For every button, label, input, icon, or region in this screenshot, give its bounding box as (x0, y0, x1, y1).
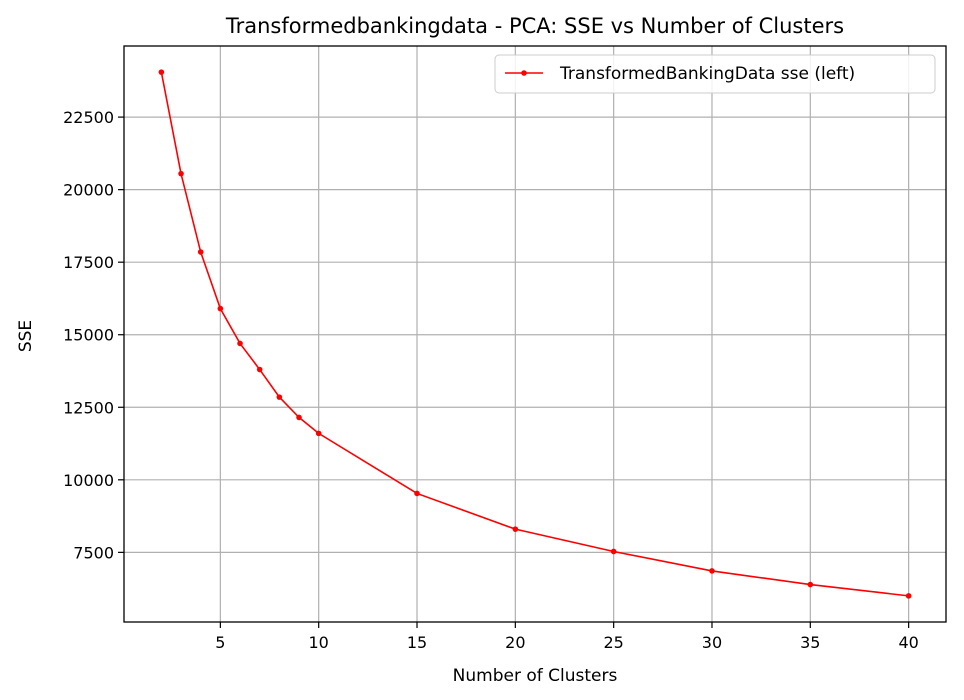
legend: TransformedBankingData sse (left) (494, 54, 936, 94)
legend-entry-label: TransformedBankingData sse (left) (559, 64, 855, 84)
data-point (178, 170, 184, 177)
chart-title: Transformedbankingdata - PCA: SSE vs Num… (225, 14, 844, 38)
legend-box (494, 54, 936, 94)
y-tick-label: 12500 (63, 398, 114, 417)
data-point (610, 548, 617, 555)
y-tick-label: 17500 (63, 253, 114, 272)
data-point (256, 366, 263, 373)
grid-lines (124, 46, 946, 622)
x-tick-label: 20 (505, 633, 525, 652)
data-point (905, 593, 912, 599)
data-point (237, 340, 243, 347)
plot-frame (123, 45, 947, 623)
y-tick-label: 10000 (63, 471, 114, 490)
x-tick-label: 40 (898, 633, 918, 652)
y-axis-label: SSE (16, 320, 36, 352)
data-point (512, 526, 519, 532)
data-point (158, 69, 165, 75)
data-point (197, 249, 204, 255)
axis-ticks: 5 10 15 20 25 30 35 40 7500 10000 12500 15000 17500 2… (63, 108, 919, 652)
x-tick-label: 5 (215, 633, 225, 652)
x-tick-label: 10 (309, 633, 329, 652)
data-point (414, 490, 420, 497)
series-layer (158, 69, 912, 599)
y-tick-label: 7500 (73, 543, 114, 562)
x-tick-label: 25 (603, 633, 623, 652)
x-tick-label: 15 (407, 633, 427, 652)
y-tick-label: 20000 (63, 181, 114, 200)
y-tick-label: 22500 (63, 108, 114, 127)
legend-marker-sample (521, 70, 527, 76)
data-point (276, 394, 283, 400)
data-point (296, 414, 302, 421)
y-tick-label: 15000 (63, 326, 114, 345)
data-point (807, 581, 814, 588)
x-tick-label: 30 (702, 633, 722, 652)
data-point (709, 568, 715, 574)
x-tick-label: 35 (800, 633, 820, 652)
data-point (217, 305, 224, 312)
x-axis-label: Number of Clusters (453, 666, 618, 686)
data-point (315, 430, 322, 437)
